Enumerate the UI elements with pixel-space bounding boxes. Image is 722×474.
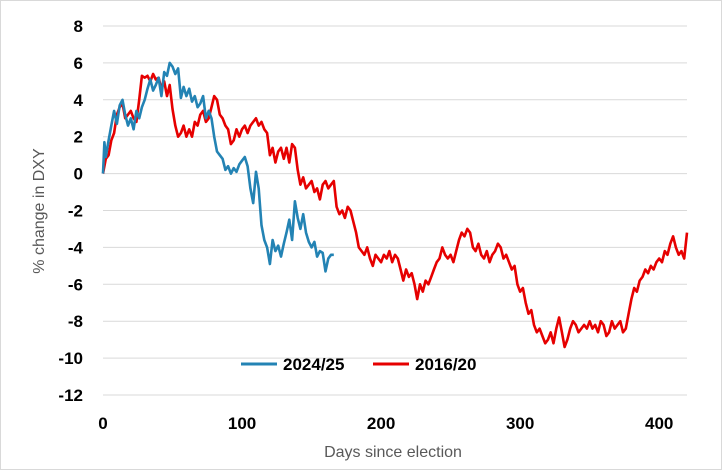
y-axis-ticks: -12 -10 -8 -6 -4 -2 0 2 4 6 8 bbox=[58, 17, 83, 405]
series-line-2024-25 bbox=[101, 61, 334, 273]
y-tick-label: -4 bbox=[68, 238, 84, 257]
x-tick-label: 400 bbox=[645, 414, 673, 433]
legend-entry: 2024/25 bbox=[241, 355, 344, 374]
legend-entry: 2016/20 bbox=[373, 355, 476, 374]
y-tick-label: 2 bbox=[74, 128, 83, 147]
series-lines bbox=[101, 61, 689, 349]
x-tick-label: 200 bbox=[367, 414, 395, 433]
legend: 2024/25 2016/20 bbox=[241, 355, 476, 374]
y-tick-label: 0 bbox=[74, 165, 83, 184]
y-tick-label: -8 bbox=[68, 312, 83, 331]
y-tick-label: 6 bbox=[74, 54, 83, 73]
y-tick-label: -12 bbox=[58, 386, 83, 405]
x-tick-label: 100 bbox=[228, 414, 256, 433]
y-tick-label: -2 bbox=[68, 202, 83, 221]
y-axis-title: % change in DXY bbox=[31, 148, 48, 274]
legend-label: 2024/25 bbox=[283, 355, 344, 374]
gridlines bbox=[103, 25, 687, 396]
x-axis-ticks: 0 100 200 300 400 bbox=[98, 414, 673, 433]
x-tick-label: 0 bbox=[98, 414, 107, 433]
y-tick-label: 8 bbox=[74, 17, 83, 36]
legend-label: 2016/20 bbox=[415, 355, 476, 374]
y-tick-label: -6 bbox=[68, 275, 83, 294]
y-tick-label: -10 bbox=[58, 349, 83, 368]
y-tick-label: 4 bbox=[74, 91, 84, 110]
series-line-2016-20 bbox=[101, 72, 689, 349]
x-axis-title: Days since election bbox=[324, 444, 462, 461]
x-tick-label: 300 bbox=[506, 414, 534, 433]
